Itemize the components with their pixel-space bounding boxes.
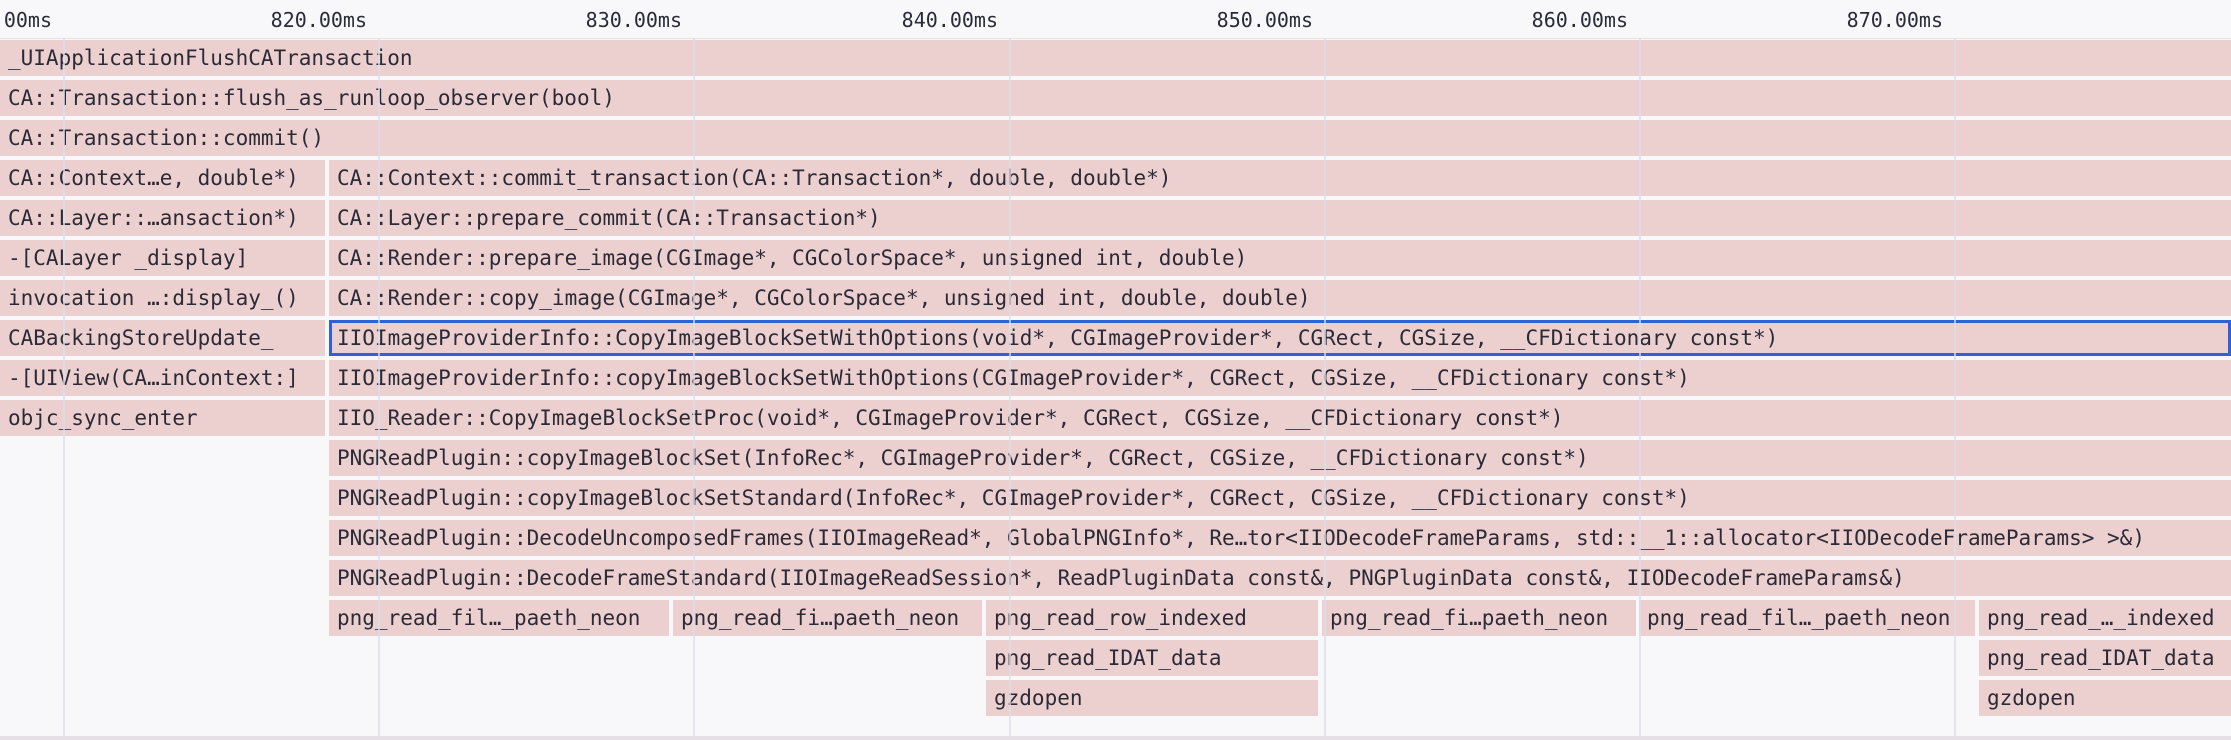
tick-label: 860.00ms [1531,8,1628,32]
flame-block[interactable]: PNGReadPlugin::copyImageBlockSetStandard… [329,480,2231,516]
tick-label: 870.00ms [1846,8,1943,32]
flame-block[interactable]: png_read_…_indexed [1979,600,2231,636]
flame-block[interactable]: -[CALayer _display] [0,240,325,276]
flame-block[interactable]: CA::Context::commit_transaction(CA::Tran… [329,160,2231,196]
flame-block-selected[interactable]: IIOImageProviderInfo::CopyImageBlockSetW… [329,320,2231,356]
flame-block[interactable]: PNGReadPlugin::DecodeFrameStandard(IIOIm… [329,560,2231,596]
flame-block[interactable]: CA::Layer::…ansaction*) [0,200,325,236]
time-ruler: 810.00ms 820.00ms 830.00ms 840.00ms 850.00ms… [0,0,2231,39]
flame-block[interactable]: png_read_fi…paeth_neon [1322,600,1636,636]
flame-block[interactable]: gzdopen [1979,680,2231,716]
flame-block[interactable]: CA::Layer::prepare_commit(CA::Transactio… [329,200,2231,236]
flame-block[interactable]: PNGReadPlugin::DecodeUncomposedFrames(II… [329,520,2231,556]
flame-block[interactable]: CA::Render::prepare_image(CGImage*, CGCo… [329,240,2231,276]
flame-block[interactable]: -[UIView(CA…inContext:] [0,360,325,396]
flame-block[interactable]: IIOImageProviderInfo::copyImageBlockSetW… [329,360,2231,396]
flame-block[interactable]: CA::Transaction::commit() [0,120,2231,156]
flame-block[interactable]: CA::Context…e, double*) [0,160,325,196]
flame-block[interactable]: invocation …:display_() [0,280,325,316]
tick-label: 810.00ms [0,8,52,32]
bottom-border [0,736,2231,740]
tick-label: 830.00ms [585,8,682,32]
flame-block[interactable]: gzdopen [986,680,1318,716]
flame-block[interactable]: IIO_Reader::CopyImageBlockSetProc(void*,… [329,400,2231,436]
flame-block[interactable]: objc_sync_enter [0,400,325,436]
flame-block[interactable]: png_read_row_indexed [986,600,1318,636]
flame-block[interactable]: png_read_IDAT_data [1979,640,2231,676]
flame-block[interactable]: CA::Transaction::flush_as_runloop_observ… [0,80,2231,116]
tick-label: 850.00ms [1216,8,1313,32]
flame-block[interactable]: CABackingStoreUpdate_ [0,320,325,356]
flame-block[interactable]: png_read_fil…_paeth_neon [1639,600,1975,636]
flame-block[interactable]: png_read_fi…paeth_neon [673,600,982,636]
flame-block[interactable]: png_read_fil…_paeth_neon [329,600,669,636]
flame-block[interactable]: PNGReadPlugin::copyImageBlockSet(InfoRec… [329,440,2231,476]
tick-label: 840.00ms [901,8,998,32]
flame-block[interactable]: _UIApplicationFlushCATransaction [0,40,2231,76]
flame-block[interactable]: png_read_IDAT_data [986,640,1318,676]
tick-label: 820.00ms [270,8,367,32]
flame-block[interactable]: CA::Render::copy_image(CGImage*, CGColor… [329,280,2231,316]
